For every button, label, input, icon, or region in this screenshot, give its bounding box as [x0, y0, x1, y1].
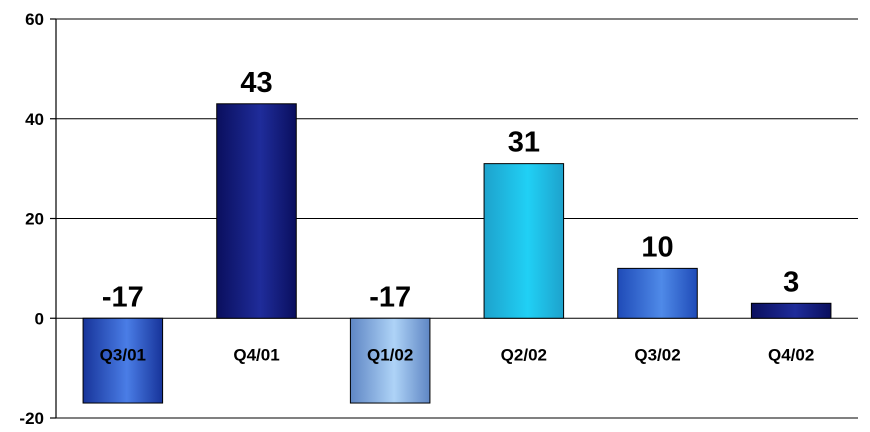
category-label-4: Q3/02 — [634, 345, 680, 364]
category-label-2: Q1/02 — [367, 345, 413, 364]
y-tick-label-2: 20 — [25, 210, 44, 229]
gridlines — [56, 18, 858, 419]
axes — [50, 18, 57, 419]
bar-q3-01 — [82, 317, 164, 404]
data-label-3: 31 — [508, 127, 540, 159]
y-tick-label-4: 60 — [25, 10, 44, 29]
y-tick-label-0: -20 — [19, 409, 44, 428]
category-label-5: Q4/02 — [768, 345, 814, 364]
data-label-1: 43 — [240, 67, 272, 99]
data-label-2: -17 — [369, 281, 411, 313]
labels: -20 0 20 40 60 -17 Q3/01 43 Q4/01 -17 Q1/02 31 Q2/02… — [19, 10, 814, 428]
category-label-1: Q4/01 — [233, 345, 279, 364]
bar-q3-02 — [617, 267, 698, 319]
data-label-5: 3 — [783, 266, 799, 298]
data-label-4: 10 — [641, 231, 673, 263]
bar-q4-02 — [750, 302, 832, 319]
bar-q1-02 — [349, 317, 431, 404]
category-label-0: Q3/01 — [100, 345, 146, 364]
category-label-3: Q2/02 — [501, 345, 547, 364]
bar-q4-01 — [216, 103, 297, 319]
bar-q2-02 — [483, 163, 565, 319]
y-tick-label-3: 40 — [25, 110, 44, 129]
bars — [82, 103, 832, 404]
data-label-0: -17 — [102, 281, 144, 313]
y-tick-label-1: 0 — [35, 309, 44, 328]
